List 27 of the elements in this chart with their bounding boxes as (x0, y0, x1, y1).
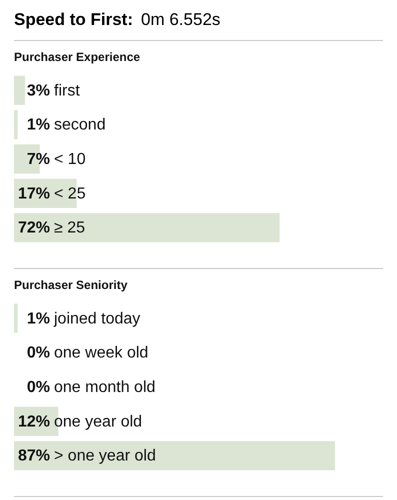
data-label: 1% (26, 310, 50, 328)
y-tick-label: > one year old (54, 448, 156, 465)
chart-title: Purchaser Experience (14, 50, 140, 64)
y-tick-label: first (54, 82, 80, 100)
chart-title: Purchaser Seniority (14, 278, 128, 292)
y-tick-label: one week old (54, 344, 148, 362)
data-label: 7% (26, 151, 50, 168)
y-tick-label: one year old (54, 413, 142, 430)
data-label: 12% (18, 413, 50, 430)
y-tick-label: < 25 (54, 185, 86, 202)
y-tick-label: ≥ 25 (54, 220, 86, 237)
data-label: 1% (26, 116, 50, 134)
data-label: 72% (18, 220, 50, 237)
y-tick-label: one month old (54, 379, 156, 396)
data-label: 0% (26, 344, 50, 362)
bar (14, 76, 26, 105)
text: Speed to First: (14, 10, 134, 29)
y-tick-label: second (54, 116, 106, 134)
bar (14, 213, 280, 242)
data-label: 0% (26, 379, 50, 396)
data-label: 17% (18, 185, 50, 202)
bar (14, 110, 18, 140)
data-label: 87% (18, 448, 50, 465)
y-tick-label: < 10 (54, 151, 86, 168)
data-label: 3% (26, 82, 50, 100)
y-tick-label: joined today (53, 310, 140, 328)
text: 0m 6.552s (141, 10, 220, 29)
